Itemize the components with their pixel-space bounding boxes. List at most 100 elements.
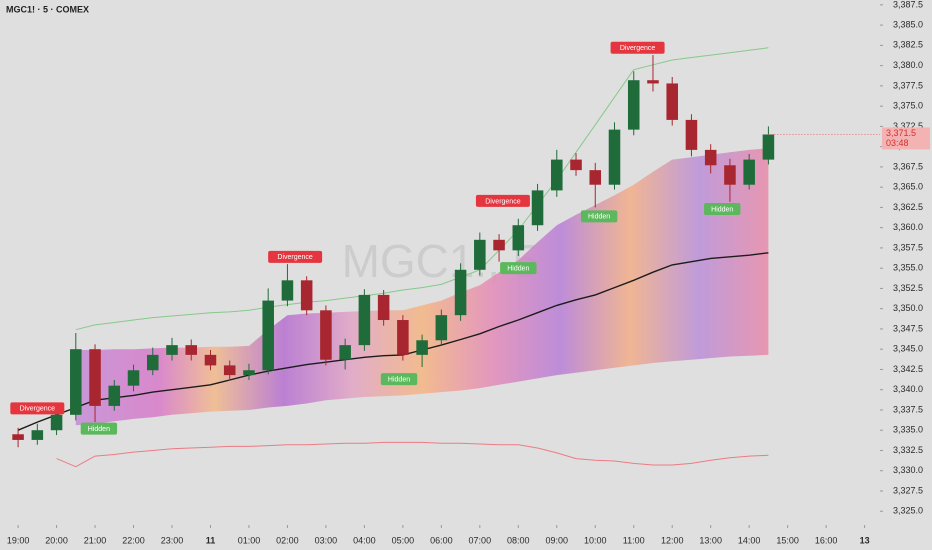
y-tick-label: 3,330.0 bbox=[893, 465, 923, 475]
candle bbox=[70, 332, 82, 421]
candle-body bbox=[377, 294, 390, 321]
candle-body bbox=[108, 385, 121, 406]
signal-label: Hidden bbox=[580, 210, 618, 223]
y-tick-label: 3,380.0 bbox=[893, 60, 923, 70]
signal-label: Hidden bbox=[380, 373, 418, 386]
x-tick-label: 03:00 bbox=[315, 535, 338, 545]
candle-body bbox=[570, 159, 582, 171]
candle-body bbox=[339, 345, 351, 360]
x-tick-label: 02:00 bbox=[276, 535, 299, 545]
candle-body bbox=[531, 190, 544, 226]
x-tick-label: 04:00 bbox=[353, 535, 376, 545]
candle bbox=[89, 344, 101, 423]
x-tick-label: 01:00 bbox=[238, 535, 261, 545]
y-tick-label: 3,367.5 bbox=[893, 161, 923, 171]
signal-label: Hidden bbox=[80, 422, 118, 435]
candle-body bbox=[358, 294, 371, 346]
signal-label: Hidden bbox=[500, 262, 537, 275]
candle-body bbox=[146, 354, 159, 371]
candle bbox=[166, 337, 178, 361]
candle-body bbox=[416, 340, 428, 355]
candle-body bbox=[743, 159, 755, 185]
indicator-line bbox=[56, 441, 769, 468]
candle-body bbox=[608, 129, 621, 185]
candle bbox=[454, 263, 467, 321]
candle bbox=[262, 288, 274, 375]
x-tick-label: 22:00 bbox=[122, 535, 145, 545]
y-tick-label: 3,365.0 bbox=[893, 182, 923, 192]
x-tick-label: 14:00 bbox=[738, 535, 761, 545]
candle-body bbox=[435, 315, 448, 341]
signal-box bbox=[500, 262, 537, 275]
y-tick-label: 3,347.5 bbox=[893, 323, 923, 333]
candle bbox=[146, 347, 159, 376]
candle bbox=[608, 122, 621, 190]
candle-body bbox=[166, 345, 178, 355]
candle-body bbox=[454, 269, 467, 316]
x-tick-label: 15:00 bbox=[776, 535, 799, 545]
candle-body bbox=[512, 225, 525, 251]
signal-box bbox=[704, 203, 741, 216]
signal-text: Hidden bbox=[588, 214, 610, 221]
candle bbox=[31, 423, 44, 445]
signal-box bbox=[475, 194, 530, 207]
candle-body bbox=[300, 280, 313, 311]
candle bbox=[724, 158, 736, 202]
candle bbox=[281, 264, 294, 307]
candle-body bbox=[127, 370, 140, 386]
candle bbox=[108, 379, 121, 411]
candle bbox=[243, 363, 255, 380]
candle-body bbox=[185, 345, 198, 355]
candle-body bbox=[12, 434, 24, 440]
y-tick-label: 3,327.5 bbox=[893, 485, 923, 495]
last-price-label: 3,371.5 bbox=[886, 128, 916, 138]
y-tick-label: 3,340.0 bbox=[893, 384, 923, 394]
candle bbox=[570, 153, 582, 176]
candle-body bbox=[474, 239, 486, 270]
signal-label: Divergence bbox=[10, 402, 65, 415]
x-tick-label: 16:00 bbox=[815, 535, 838, 545]
countdown-label: 03:48 bbox=[886, 138, 909, 148]
candle bbox=[647, 55, 659, 92]
x-tick-label: 08:00 bbox=[507, 535, 530, 545]
candle bbox=[377, 290, 390, 326]
candle bbox=[339, 338, 351, 370]
x-tick-label: 11:00 bbox=[623, 535, 645, 545]
candle-body bbox=[666, 83, 678, 120]
candle bbox=[743, 153, 755, 190]
candle bbox=[704, 144, 717, 174]
candle bbox=[589, 162, 602, 208]
y-tick-label: 3,357.5 bbox=[893, 242, 923, 252]
candle-body bbox=[89, 349, 101, 406]
indicator-line bbox=[17, 252, 769, 431]
signal-box bbox=[610, 41, 665, 54]
y-tick-label: 3,375.0 bbox=[893, 101, 923, 111]
x-tick-label: 09:00 bbox=[546, 535, 569, 545]
candle bbox=[627, 71, 640, 136]
signal-box bbox=[580, 210, 618, 223]
y-tick-label: 3,377.5 bbox=[893, 80, 923, 90]
signal-box bbox=[268, 250, 323, 263]
candle bbox=[666, 76, 678, 126]
candle-body bbox=[627, 80, 640, 130]
candle-body bbox=[281, 280, 294, 301]
candle-body bbox=[762, 134, 775, 160]
signal-text: Divergence bbox=[20, 406, 56, 413]
signal-box bbox=[80, 422, 118, 435]
candle-body bbox=[70, 349, 82, 415]
candle bbox=[12, 427, 24, 448]
candle-body bbox=[493, 239, 505, 251]
candle bbox=[416, 334, 428, 368]
x-tick-label: 10:00 bbox=[584, 535, 607, 545]
x-tick-label: 23:00 bbox=[161, 535, 184, 545]
y-tick-label: 3,352.5 bbox=[893, 283, 923, 293]
candle bbox=[551, 149, 563, 197]
candle-body bbox=[551, 159, 563, 191]
candle bbox=[531, 183, 544, 231]
signal-text: Hidden bbox=[88, 426, 110, 433]
y-tick-label: 3,325.0 bbox=[893, 506, 923, 516]
y-tick-label: 3,387.5 bbox=[893, 0, 923, 9]
candle bbox=[435, 309, 448, 346]
candle bbox=[474, 232, 486, 276]
